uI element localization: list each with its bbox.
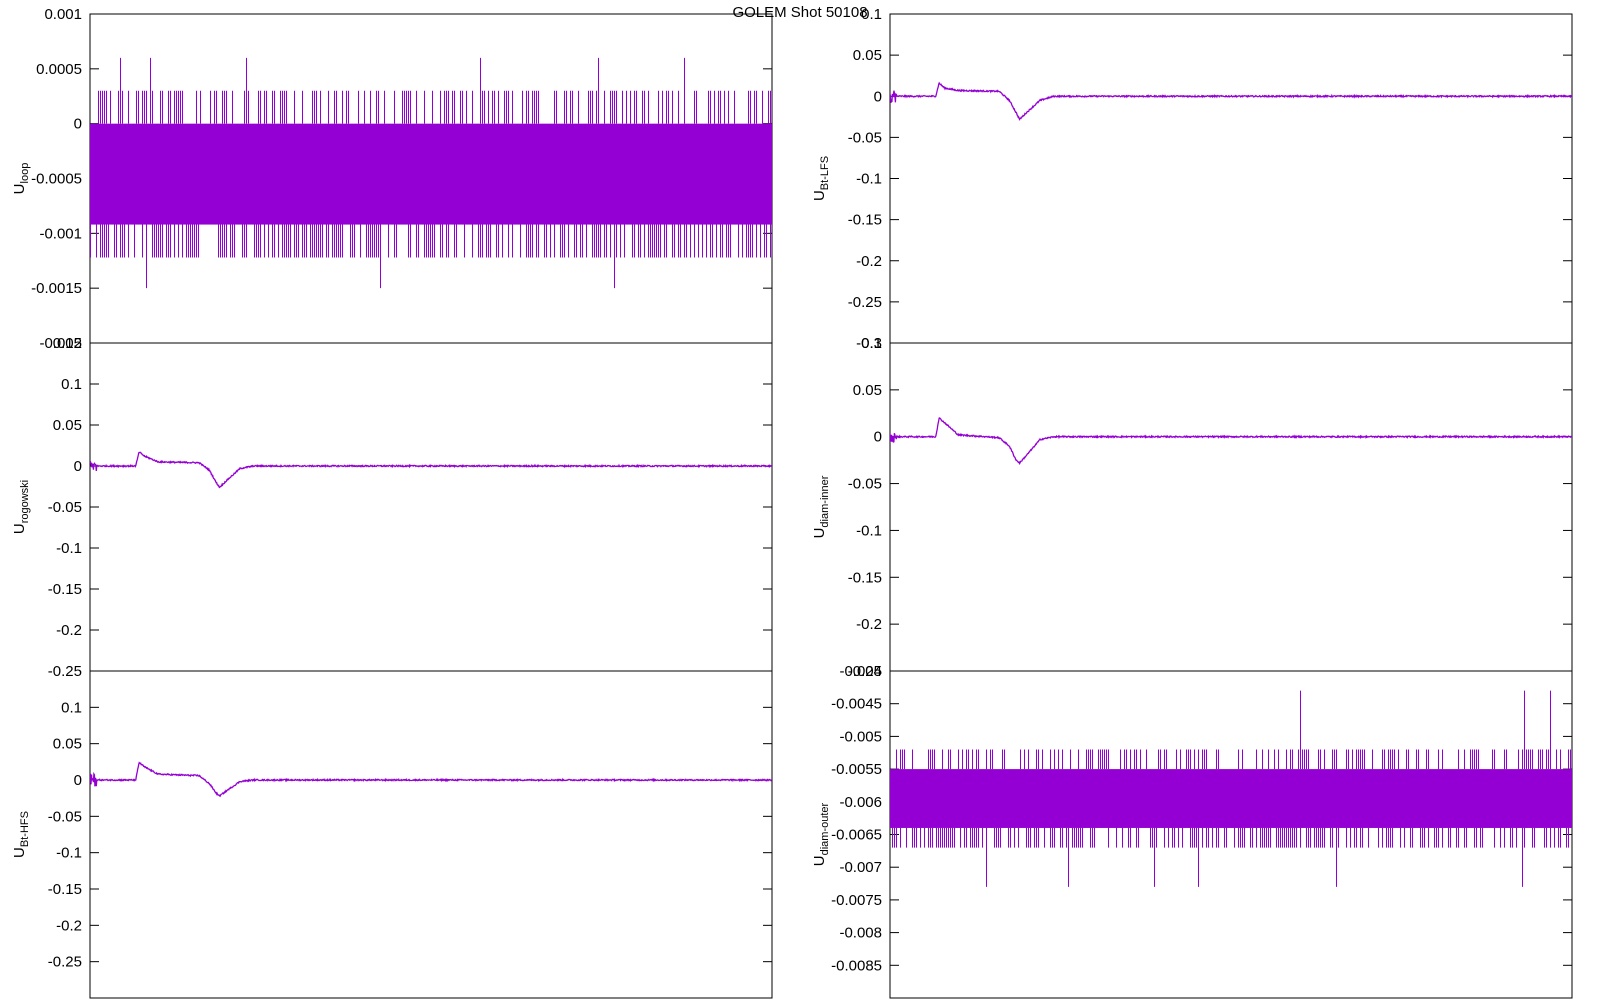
y-tick-label: -0.2 xyxy=(856,253,882,270)
y-tick-label: -0.15 xyxy=(48,881,82,898)
plot-frame xyxy=(889,670,1573,999)
y-tick-label: 0.1 xyxy=(61,376,82,393)
y-tick-label: 0.05 xyxy=(53,736,82,753)
signal-line xyxy=(890,417,1572,465)
series-udiam-outer xyxy=(890,690,1572,887)
y-tick-label: -0.1 xyxy=(56,540,82,557)
y-tick-label: 0.001 xyxy=(44,6,82,23)
plot-frame xyxy=(889,13,1573,344)
y-tick-label: 0.1 xyxy=(861,6,882,23)
y-tick-label: -0.0015 xyxy=(31,280,82,297)
series-ubt-lfs xyxy=(890,81,1572,121)
panel-uloop: 0.001 0.0005 0 -0.0005 -0.001 -0.0015 -0.002 Ul… xyxy=(11,6,773,352)
y-tick-label: -0.25 xyxy=(48,954,82,971)
y-tick-label: -0.2 xyxy=(56,622,82,639)
y-tick-label: -0.05 xyxy=(48,499,82,516)
noise-spikes xyxy=(90,57,771,289)
y-axis-label: UBt-HFS xyxy=(11,811,31,858)
panel-udiam-outer: -0.004 -0.0045 -0.005 -0.0055 -0.006 -0.0065 -… xyxy=(811,663,1573,999)
y-tick-label: -0.15 xyxy=(848,212,882,229)
y-axis-label: Uloop xyxy=(11,163,31,195)
y-tick-label: -0.0065 xyxy=(831,827,882,844)
y-tick-label: -0.0045 xyxy=(831,696,882,713)
y-tick-label: -0.3 xyxy=(856,335,882,352)
chart-title: GOLEM Shot 50108 xyxy=(732,4,868,21)
y-tick-label: 0 xyxy=(74,772,82,789)
y-tick-label: -0.007 xyxy=(839,859,882,876)
y-tick-label: -0.05 xyxy=(848,129,882,146)
y-axis-label: Udiam-inner xyxy=(811,475,831,538)
y-tick-label: 0.15 xyxy=(53,335,82,352)
panel-ubt-lfs: 0.1 0.05 0 -0.05 -0.1 -0.15 -0.2 -0.25 -0.3 UBt-L… xyxy=(811,6,1573,352)
y-tick-label: -0.0085 xyxy=(831,957,882,974)
y-tick-label: -0.0005 xyxy=(31,171,82,188)
y-axis-label: Urogowski xyxy=(11,480,31,534)
signal-line xyxy=(90,761,772,798)
y-tick-label: -0.25 xyxy=(848,663,882,680)
noise-spikes xyxy=(892,690,1571,887)
series-uloop xyxy=(90,57,772,289)
panel-udiam-inner: 0.1 0.05 0 -0.05 -0.1 -0.15 -0.2 -0.25 Udiam-inn… xyxy=(811,335,1573,680)
series-ubt-hfs xyxy=(90,761,772,798)
y-tick-label: 0.05 xyxy=(853,382,882,399)
y-tick-label: -0.1 xyxy=(56,845,82,862)
plot-frame xyxy=(889,342,1573,672)
y-tick-label: -0.005 xyxy=(839,728,882,745)
y-tick-label: 0.05 xyxy=(853,47,882,64)
y-tick-label: -0.25 xyxy=(48,663,82,680)
y-tick-label: -0.15 xyxy=(848,569,882,586)
y-tick-label: 0.1 xyxy=(61,699,82,716)
plot-frame xyxy=(89,670,773,999)
noise-band xyxy=(90,123,772,225)
y-tick-label: 0.05 xyxy=(53,417,82,434)
series-urogowski xyxy=(90,451,772,489)
y-tick-label: -0.001 xyxy=(39,225,82,242)
y-tick-label: -0.15 xyxy=(48,581,82,598)
panel-ubt-hfs: 0.1 0.05 0 -0.05 -0.1 -0.15 -0.2 -0.25 UBt-HFS xyxy=(11,670,773,999)
panel-urogowski: 0.15 0.1 0.05 0 -0.05 -0.1 -0.15 -0.2 -0.25 Urogo… xyxy=(11,335,773,680)
noise-band xyxy=(890,769,1572,828)
y-tick-label: -0.05 xyxy=(848,476,882,493)
y-tick-label: 0 xyxy=(874,88,882,105)
y-axis-label: UBt-LFS xyxy=(811,156,831,201)
y-tick-label: 0 xyxy=(74,116,82,133)
y-tick-label: 0 xyxy=(874,429,882,446)
y-tick-label: 0 xyxy=(74,458,82,475)
y-tick-label: -0.0055 xyxy=(831,761,882,778)
signal-line xyxy=(890,81,1572,121)
y-axis-label: Udiam-outer xyxy=(811,802,831,866)
y-tick-label: -0.006 xyxy=(839,794,882,811)
y-tick-label: -0.002 xyxy=(39,335,82,352)
y-tick-label: -0.008 xyxy=(839,925,882,942)
series-udiam-inner xyxy=(890,417,1572,465)
y-tick-label: -0.25 xyxy=(848,294,882,311)
y-tick-label: -0.05 xyxy=(48,808,82,825)
y-tick-label: -0.1 xyxy=(856,522,882,539)
y-tick-label: -0.2 xyxy=(856,616,882,633)
signal-line xyxy=(90,451,772,489)
y-tick-label: -0.1 xyxy=(856,171,882,188)
plot-frame xyxy=(89,342,773,672)
y-tick-label: -0.004 xyxy=(839,663,882,680)
y-tick-label: -0.2 xyxy=(56,917,82,934)
y-tick-label: 0.0005 xyxy=(36,61,82,78)
y-tick-label: 0.1 xyxy=(861,335,882,352)
y-tick-label: -0.0075 xyxy=(831,892,882,909)
